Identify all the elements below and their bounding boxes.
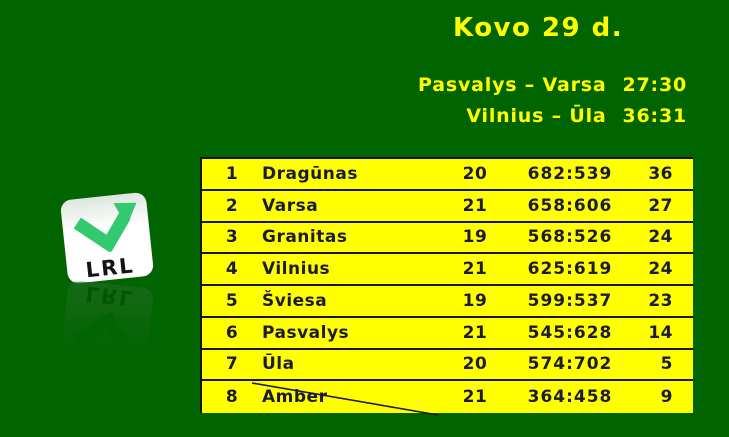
- team-cell: Ūla: [262, 354, 295, 375]
- fixture-row: Pasvalys – Varsa 27:30: [418, 71, 687, 100]
- lrl-logo-card: LRL: [59, 191, 155, 285]
- rank-cell: 8: [225, 387, 239, 408]
- team-cell: Varsa: [262, 195, 319, 216]
- table-row: 6 Pasvalys 21 545:628 14: [202, 318, 693, 350]
- team-cell: Amber: [262, 387, 328, 408]
- games-cell: 21: [462, 387, 488, 408]
- rank-cell: 4: [225, 259, 239, 280]
- score-cell: 568:526: [527, 227, 613, 248]
- score-cell: 625:619: [527, 259, 613, 280]
- table-row: 7 Ūla 20 574:702 5: [202, 350, 693, 382]
- rank-cell: 1: [225, 163, 239, 184]
- standings-table: 1 Dragūnas 20 682:539 36 2 Varsa 21 658:…: [200, 157, 693, 413]
- score-cell: 658:606: [527, 195, 613, 216]
- rank-cell: 5: [225, 290, 239, 311]
- rank-cell: 2: [225, 195, 239, 216]
- rank-cell: 3: [225, 227, 239, 248]
- fixture-row: Vilnius – Ūla 36:31: [418, 102, 687, 131]
- fixture-score: 36:31: [622, 105, 687, 127]
- rank-cell: 6: [225, 322, 239, 343]
- rank-cell: 7: [225, 354, 239, 375]
- points-cell: 5: [660, 354, 673, 375]
- points-cell: 14: [648, 322, 673, 343]
- points-cell: 24: [648, 259, 673, 280]
- fixture-score: 27:30: [622, 74, 687, 96]
- table-row: 8 Amber 21 364:458 9: [202, 381, 693, 413]
- points-cell: 23: [648, 290, 673, 311]
- team-cell: Pasvalys: [262, 322, 350, 343]
- team-cell: Granitas: [262, 227, 348, 248]
- games-cell: 21: [462, 259, 488, 280]
- reflection-fade: [38, 282, 188, 382]
- lrl-logo-text: LRL: [84, 253, 136, 283]
- table-row: 3 Granitas 19 568:526 24: [202, 223, 693, 255]
- score-cell: 599:537: [527, 290, 613, 311]
- team-cell: Dragūnas: [262, 163, 358, 184]
- table-row: 2 Varsa 21 658:606 27: [202, 191, 693, 223]
- points-cell: 36: [648, 163, 673, 184]
- games-cell: 19: [462, 227, 488, 248]
- games-cell: 20: [462, 354, 488, 375]
- date-title: Kovo 29 d.: [453, 13, 624, 43]
- games-cell: 21: [462, 195, 488, 216]
- score-cell: 682:539: [527, 163, 613, 184]
- points-cell: 9: [660, 387, 673, 408]
- fixture-teams: Vilnius – Ūla: [466, 105, 607, 127]
- points-cell: 27: [648, 195, 673, 216]
- lrl-logo: LRL: [59, 191, 155, 285]
- score-cell: 364:458: [527, 387, 613, 408]
- table-row: 1 Dragūnas 20 682:539 36: [202, 159, 693, 191]
- games-cell: 20: [462, 163, 488, 184]
- team-cell: Šviesa: [262, 290, 328, 311]
- green-bent-arrow-up-right-icon: [66, 198, 145, 259]
- games-cell: 19: [462, 290, 488, 311]
- table-row: 5 Šviesa 19 599:537 23: [202, 286, 693, 318]
- fixtures-list: Pasvalys – Varsa 27:30 Vilnius – Ūla 36:…: [418, 71, 687, 131]
- score-cell: 545:628: [527, 322, 613, 343]
- points-cell: 24: [648, 227, 673, 248]
- table-row: 4 Vilnius 21 625:619 24: [202, 254, 693, 286]
- score-cell: 574:702: [527, 354, 613, 375]
- fixture-teams: Pasvalys – Varsa: [418, 74, 607, 96]
- games-cell: 21: [462, 322, 488, 343]
- team-cell: Vilnius: [262, 259, 331, 280]
